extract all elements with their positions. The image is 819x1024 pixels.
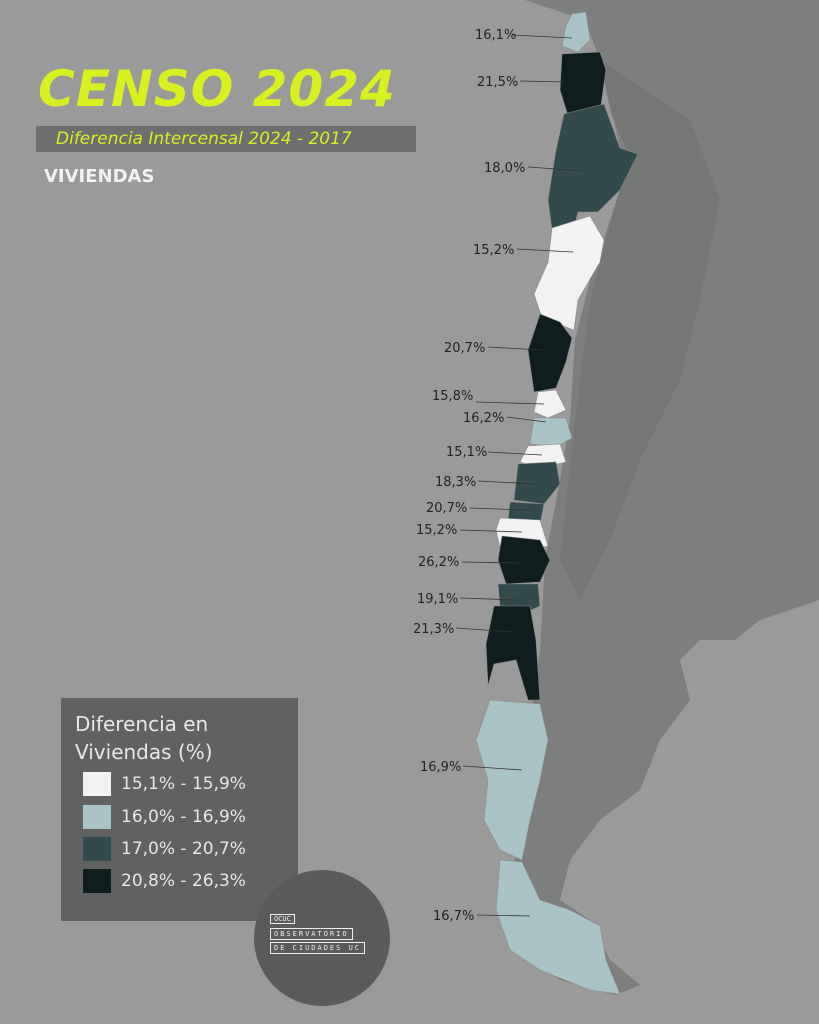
leader-line	[476, 914, 531, 917]
legend-swatch	[83, 869, 111, 893]
logo-acronym: OCUC	[270, 914, 295, 924]
observatorio-logo: OCUC OBSERVATORIO DE CIUDADES UC	[254, 870, 390, 1006]
region-label: 16,1%	[475, 28, 517, 43]
leader-line	[516, 248, 574, 253]
subtitle-bar	[36, 126, 416, 152]
leader-line	[475, 401, 545, 405]
region-label: 16,7%	[433, 909, 475, 924]
leader-line	[461, 561, 521, 564]
legend-label: 15,1% - 15,9%	[121, 774, 246, 794]
land-relief	[510, 0, 819, 995]
leader-line	[511, 34, 573, 39]
region-shape	[529, 417, 573, 447]
region-shapes	[475, 11, 639, 995]
region-label: 21,5%	[477, 75, 519, 90]
leader-line	[459, 529, 523, 533]
legend-label: 17,0% - 20,7%	[121, 839, 246, 859]
region-shape	[495, 859, 621, 995]
region-label: 18,3%	[435, 475, 477, 490]
logo-line-2: DE CIUDADES UC	[270, 942, 366, 954]
region-shape	[533, 215, 605, 331]
legend-swatch	[83, 805, 111, 829]
legend-label: 16,0% - 16,9%	[121, 807, 246, 827]
legend-title: Diferencia en Viviendas (%)	[75, 712, 213, 764]
region-label: 20,7%	[444, 341, 486, 356]
region-shape	[513, 461, 561, 505]
legend-swatch	[83, 772, 111, 796]
leader-line	[477, 480, 537, 485]
leader-line	[487, 451, 543, 456]
region-shape	[547, 103, 639, 231]
leader-line	[455, 627, 513, 633]
leader-line	[506, 416, 547, 423]
leader-line	[519, 80, 566, 83]
region-label: 18,0%	[484, 161, 526, 176]
legend-label: 20,8% - 26,3%	[121, 871, 246, 891]
region-shape	[533, 389, 567, 419]
page-title: CENSO 2024	[38, 60, 396, 118]
region-label: 26,2%	[418, 555, 460, 570]
region-label: 16,2%	[463, 411, 505, 426]
region-label: 19,1%	[417, 592, 459, 607]
region-shape	[497, 535, 551, 585]
region-label: 20,7%	[426, 501, 468, 516]
legend-panel: Diferencia en Viviendas (%) 15,1% - 15,9…	[61, 698, 298, 921]
region-shape	[561, 11, 591, 53]
leader-line	[527, 166, 586, 172]
region-shape	[475, 699, 549, 861]
leader-lines	[455, 34, 586, 917]
region-shape	[527, 313, 573, 393]
region-label: 15,2%	[416, 523, 458, 538]
region-label: 15,2%	[473, 243, 515, 258]
region-label: 15,8%	[432, 389, 474, 404]
region-label: 16,9%	[420, 760, 462, 775]
leader-line	[459, 597, 519, 601]
section-kicker: VIVIENDAS	[44, 166, 155, 187]
logo-line-1: OBSERVATORIO	[270, 928, 353, 940]
region-label: 21,3%	[413, 622, 455, 637]
leader-line	[469, 507, 529, 511]
region-label: 15,1%	[446, 445, 488, 460]
leader-line	[462, 765, 523, 771]
subtitle: Diferencia Intercensal 2024 - 2017	[56, 129, 352, 149]
leader-line	[487, 346, 543, 351]
land-shade	[560, 60, 720, 600]
region-shape	[485, 605, 541, 701]
legend-swatch	[83, 837, 111, 861]
